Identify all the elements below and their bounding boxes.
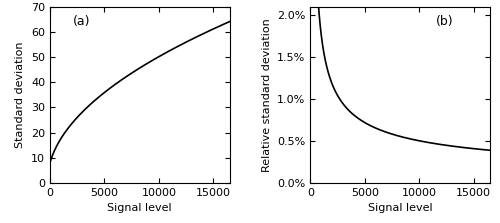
X-axis label: Signal level: Signal level — [368, 203, 432, 213]
Text: (b): (b) — [436, 16, 454, 29]
Y-axis label: Relative standard deviation: Relative standard deviation — [262, 18, 272, 172]
Y-axis label: Standard deviation: Standard deviation — [16, 41, 26, 148]
X-axis label: Signal level: Signal level — [108, 203, 172, 213]
Text: (a): (a) — [74, 16, 91, 29]
